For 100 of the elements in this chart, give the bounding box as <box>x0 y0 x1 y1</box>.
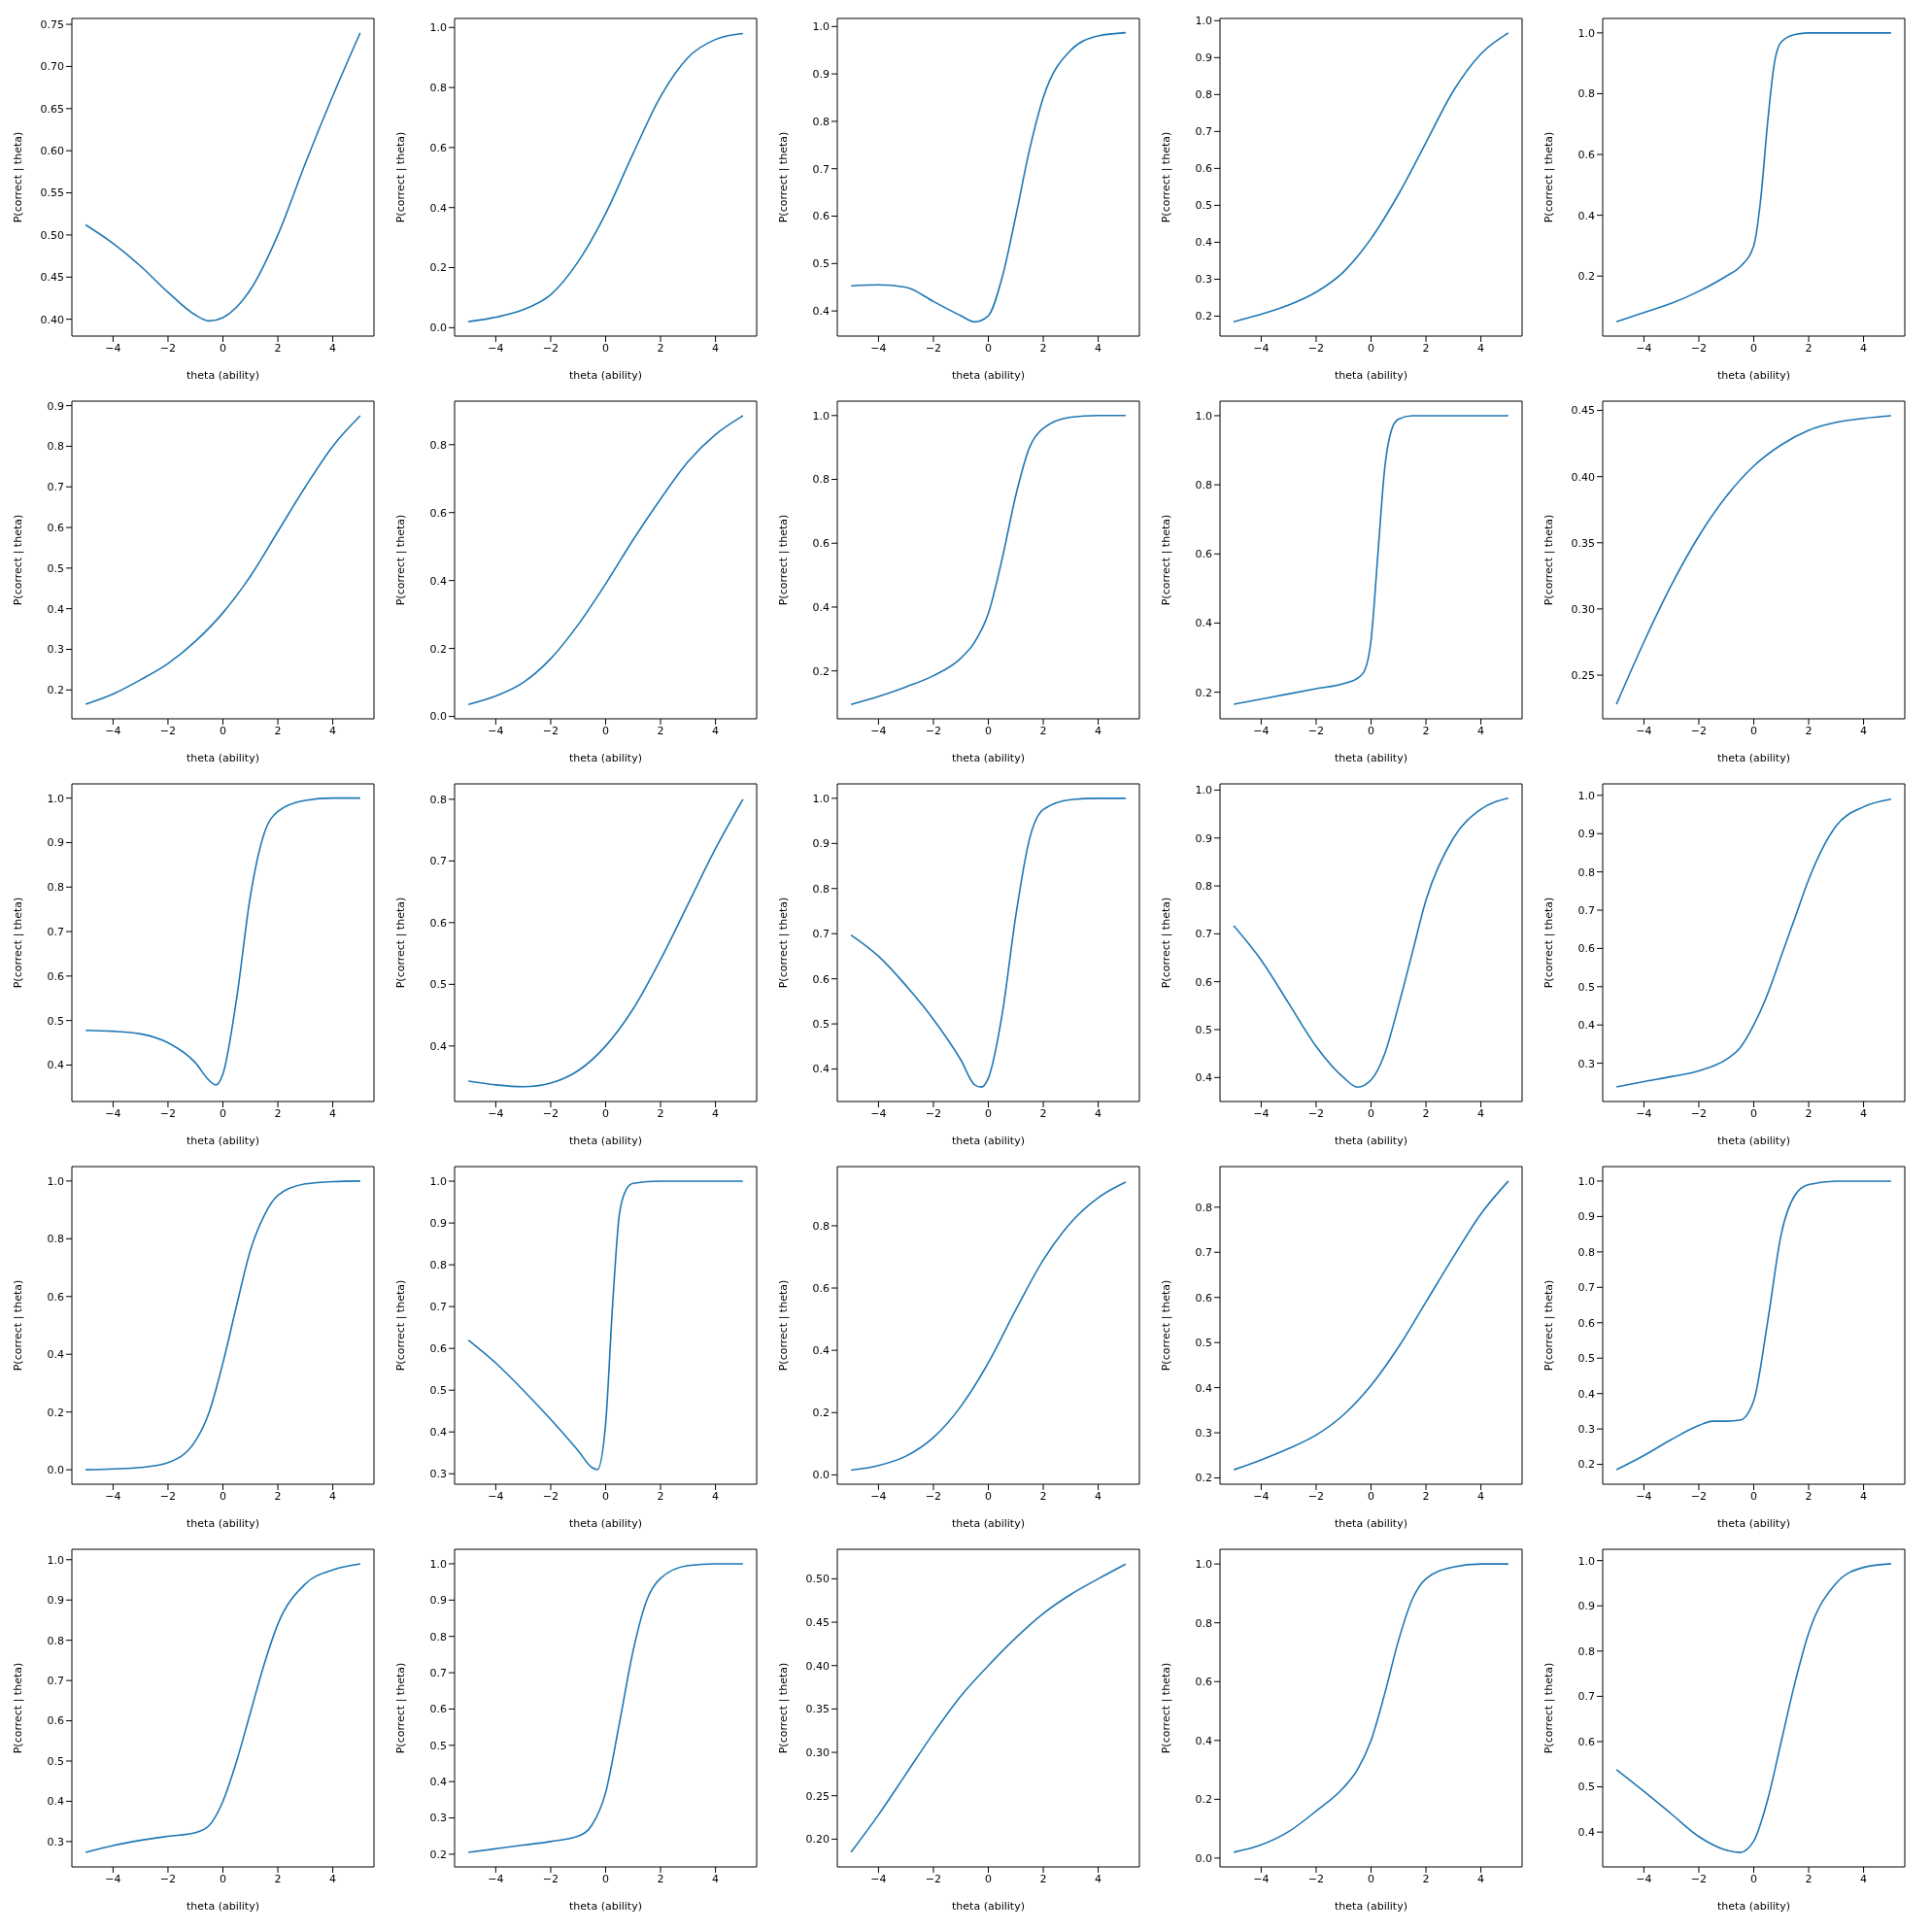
x-tick-label: 4 <box>1095 341 1102 355</box>
y-tick-label: 0.8 <box>47 440 64 454</box>
x-tick-label: 2 <box>657 1489 664 1503</box>
y-tick-label: 0.8 <box>429 81 447 94</box>
y-tick-label: 0.7 <box>1577 1281 1595 1295</box>
x-tick-label: 0 <box>602 724 609 737</box>
x-axis-title: theta (ability) <box>186 1517 259 1530</box>
y-tick-label: 0.3 <box>47 643 64 657</box>
y-tick-label: 0.8 <box>1195 1616 1212 1630</box>
y-axis-title: P(correct | theta) <box>776 514 790 606</box>
y-tick-label: 0.60 <box>40 145 64 158</box>
x-tick-label: 4 <box>1095 1106 1102 1120</box>
x-tick-label: 2 <box>1805 724 1813 737</box>
y-tick-label: 0.9 <box>1577 828 1595 841</box>
y-tick-label: 0.3 <box>1195 273 1212 287</box>
y-tick-label: 1.0 <box>47 1174 64 1188</box>
x-tick-label: 0 <box>602 1106 609 1120</box>
x-tick-label: 0 <box>985 1872 992 1885</box>
y-tick-label: 1.0 <box>47 792 64 805</box>
y-tick-label: 0.8 <box>1577 1644 1595 1658</box>
y-tick-label: 1.0 <box>812 20 830 34</box>
x-tick-label: 0 <box>1750 1872 1757 1885</box>
x-tick-label: −2 <box>1307 1106 1325 1120</box>
y-tick-label: 0.8 <box>47 1233 64 1246</box>
y-tick-label: 0.30 <box>1571 602 1595 616</box>
y-tick-label: 0.4 <box>1195 1381 1212 1395</box>
y-tick-label: 0.2 <box>429 261 447 275</box>
y-tick-label: 0.4 <box>1195 1071 1212 1085</box>
y-tick-label: 0.3 <box>1577 1423 1595 1437</box>
x-tick-label: −2 <box>1307 1872 1325 1885</box>
x-axis-title: theta (ability) <box>1717 1517 1790 1530</box>
x-tick-label: 2 <box>657 1106 664 1120</box>
y-tick-label: 0.45 <box>805 1615 830 1629</box>
x-tick-label: 0 <box>220 1489 226 1503</box>
y-tick-label: 0.7 <box>429 1666 447 1679</box>
y-tick-label: 0.5 <box>1195 1337 1212 1350</box>
y-tick-label: 0.3 <box>1577 1057 1595 1070</box>
x-tick-label: −2 <box>1307 724 1325 737</box>
x-tick-label: 0 <box>1750 1489 1757 1503</box>
y-tick-label: 0.9 <box>1195 831 1212 845</box>
x-axis-title: theta (ability) <box>1717 369 1790 382</box>
y-tick-label: 0.4 <box>429 1426 447 1440</box>
x-tick-label: −2 <box>159 1489 177 1503</box>
y-tick-label: 0.6 <box>429 1703 447 1716</box>
x-tick-label: 4 <box>1477 341 1485 355</box>
y-tick-label: 1.0 <box>1577 789 1595 802</box>
y-tick-label: 0.40 <box>1571 470 1595 484</box>
x-tick-label: 0 <box>985 1489 992 1503</box>
x-axis-title: theta (ability) <box>1335 369 1407 382</box>
y-tick-label: 0.4 <box>47 1795 64 1809</box>
y-tick-label: 0.40 <box>40 313 64 326</box>
x-tick-label: −2 <box>925 341 942 355</box>
y-tick-label: 0.7 <box>429 1301 447 1314</box>
line-series <box>467 32 744 322</box>
y-tick-label: 0.2 <box>1577 1458 1595 1472</box>
y-tick-label: 1.0 <box>1577 1554 1595 1568</box>
y-tick-label: 0.7 <box>812 162 830 176</box>
y-tick-label: 0.45 <box>40 271 64 285</box>
x-axis-title: theta (ability) <box>952 369 1025 382</box>
y-tick-label: 0.8 <box>812 115 830 128</box>
x-axis-title: theta (ability) <box>1717 1135 1790 1147</box>
y-tick-label: 0.8 <box>429 1630 447 1644</box>
x-tick-label: −4 <box>488 341 504 355</box>
x-tick-label: −4 <box>488 1489 504 1503</box>
y-tick-label: 0.8 <box>1195 88 1212 102</box>
x-tick-label: 4 <box>1860 1489 1868 1503</box>
y-tick-label: 0.4 <box>429 1776 447 1789</box>
y-tick-label: 0.5 <box>429 1384 447 1398</box>
x-tick-label: −4 <box>870 1489 887 1503</box>
x-tick-label: 0 <box>602 1872 609 1885</box>
x-tick-label: −4 <box>1636 341 1652 355</box>
x-tick-label: −4 <box>1253 341 1270 355</box>
x-tick-label: −2 <box>159 1872 177 1885</box>
x-tick-label: 2 <box>274 724 282 737</box>
y-tick-label: 0.4 <box>812 1344 830 1358</box>
line-series <box>85 31 361 322</box>
y-tick-label: 0.25 <box>1571 668 1595 682</box>
x-tick-label: −4 <box>488 724 504 737</box>
line-series <box>1615 797 1892 1088</box>
y-tick-label: 0.3 <box>1195 1426 1212 1440</box>
x-tick-label: −4 <box>1636 1489 1652 1503</box>
x-tick-label: 4 <box>1477 1489 1485 1503</box>
y-tick-label: 0.6 <box>812 210 830 223</box>
x-tick-label: 0 <box>220 1872 226 1885</box>
y-tick-label: 1.0 <box>429 1557 447 1571</box>
y-tick-label: 0.20 <box>805 1833 830 1847</box>
y-tick-label: 0.7 <box>1195 125 1212 139</box>
y-tick-label: 0.9 <box>812 837 830 851</box>
y-tick-label: 0.8 <box>1195 879 1212 893</box>
y-tick-label: 0.4 <box>1577 209 1595 222</box>
x-tick-label: −2 <box>542 341 559 355</box>
x-tick-label: 2 <box>1422 724 1430 737</box>
x-tick-label: −2 <box>1690 341 1708 355</box>
x-tick-label: 0 <box>220 724 226 737</box>
y-tick-label: 0.2 <box>1577 270 1595 284</box>
y-tick-label: 0.8 <box>429 793 447 806</box>
x-tick-label: 4 <box>1095 1489 1102 1503</box>
x-tick-label: 0 <box>1750 724 1757 737</box>
y-tick-label: 0.8 <box>812 473 830 487</box>
y-tick-label: 0.9 <box>1195 51 1212 65</box>
